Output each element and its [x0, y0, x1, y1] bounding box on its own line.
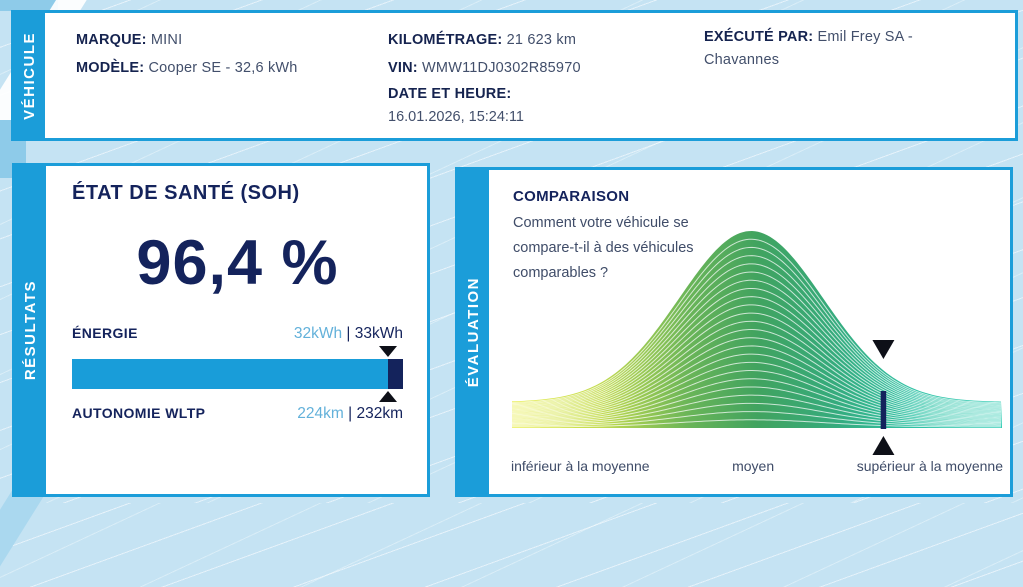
- field-vin-label: VIN:: [388, 60, 418, 76]
- field-kilometrage-value: 21 623 km: [506, 32, 577, 48]
- soh-title: ÉTAT DE SANTÉ (SOH): [72, 182, 300, 204]
- energy-bar-fill: [72, 359, 389, 389]
- vehicle-column-identity: MARQUE: MINI MODÈLE: Cooper SE - 32,6 kW…: [76, 26, 388, 138]
- chart-marker-up-icon: [872, 436, 895, 455]
- vehicle-card: VÉHICULE MARQUE: MINI MODÈLE: Cooper SE …: [11, 10, 1018, 141]
- field-execute-par: EXÉCUTÉ PAR: Emil Frey SA - Chavannes: [704, 26, 944, 72]
- vehicle-column-usage: KILOMÉTRAGE: 21 623 km VIN: WMW11DJ0302R…: [388, 26, 704, 138]
- field-modele-label: MODÈLE:: [76, 60, 145, 76]
- vehicle-position-tick: [880, 391, 887, 429]
- marker-up-icon: [379, 391, 398, 402]
- field-kilometrage: KILOMÉTRAGE: 21 623 km: [388, 26, 704, 54]
- field-datetime: DATE ET HEURE:: [388, 82, 704, 106]
- energy-values: 32kWh | 33kWh: [294, 325, 403, 343]
- field-marque-value: MINI: [150, 32, 183, 48]
- comparison-title: COMPARAISON: [513, 188, 630, 205]
- results-side-strip: RÉSULTATS: [15, 166, 46, 494]
- field-modele-value: Cooper SE - 32,6 kWh: [148, 60, 298, 76]
- range-values: 224km | 232km: [297, 405, 403, 423]
- vehicle-side-strip: VÉHICULE: [14, 13, 45, 138]
- field-datetime-value: 16.01.2026, 15:24:11: [388, 109, 524, 125]
- vehicle-side-label: VÉHICULE: [21, 31, 38, 120]
- corner-accent-top: [0, 0, 58, 11]
- field-kilometrage-label: KILOMÉTRAGE:: [388, 32, 503, 48]
- chart-x-labels: inférieur à la moyenne moyen supérieur à…: [511, 458, 1003, 474]
- x-label-average: moyen: [732, 458, 775, 474]
- field-execute-par-value: Emil Frey SA - Chavannes: [704, 29, 913, 68]
- results-card: RÉSULTATS ÉTAT DE SANTÉ (SOH) 96,4 % ÉNE…: [12, 163, 430, 497]
- range-separator: |: [343, 405, 357, 422]
- evaluation-side-label: ÉVALUATION: [465, 276, 482, 388]
- energy-label: ÉNERGIE: [72, 325, 138, 341]
- vehicle-card-body: MARQUE: MINI MODÈLE: Cooper SE - 32,6 kW…: [45, 13, 1015, 138]
- evaluation-side-strip: ÉVALUATION: [458, 170, 489, 494]
- range-current: 224km: [297, 405, 344, 422]
- evaluation-card: ÉVALUATION COMPARAISON Comment votre véh…: [455, 167, 1013, 497]
- energy-bar: [72, 346, 403, 402]
- range-total: 232km: [356, 405, 403, 422]
- x-label-below-average: inférieur à la moyenne: [511, 458, 650, 474]
- comparison-subtitle: Comment votre véhicule se compare-t-il à…: [513, 215, 694, 281]
- field-marque: MARQUE: MINI: [76, 26, 388, 54]
- energy-total: 33kWh: [354, 325, 403, 342]
- energy-bar-track: [72, 359, 403, 389]
- field-datetime-label: DATE ET HEURE:: [388, 86, 512, 102]
- marker-down-icon: [379, 346, 398, 357]
- field-execute-par-label: EXÉCUTÉ PAR:: [704, 29, 814, 45]
- x-label-above-average: supérieur à la moyenne: [856, 458, 1003, 474]
- results-side-label: RÉSULTATS: [22, 279, 39, 381]
- field-vin-value: WMW11DJ0302R85970: [422, 60, 581, 76]
- soh-value: 96,4 %: [136, 228, 339, 298]
- field-modele: MODÈLE: Cooper SE - 32,6 kWh: [76, 54, 388, 82]
- comparison-distribution-chart: [511, 231, 1002, 455]
- energy-row: ÉNERGIE 32kWh | 33kWh: [72, 325, 403, 343]
- energy-current: 32kWh: [293, 325, 343, 342]
- field-marque-label: MARQUE:: [76, 32, 147, 48]
- chart-marker-down-icon: [872, 340, 895, 359]
- field-vin: VIN: WMW11DJ0302R85970: [388, 54, 704, 82]
- results-card-body: ÉTAT DE SANTÉ (SOH) 96,4 % ÉNERGIE 32kWh…: [46, 166, 427, 494]
- range-row: AUTONOMIE WLTP 224km | 232km: [72, 405, 403, 423]
- range-label: AUTONOMIE WLTP: [72, 405, 206, 421]
- evaluation-card-body: COMPARAISON Comment votre véhicule se co…: [489, 170, 1010, 494]
- vehicle-column-operator: EXÉCUTÉ PAR: Emil Frey SA - Chavannes: [704, 26, 944, 138]
- energy-separator: |: [342, 325, 355, 342]
- bell-ridge-lines: [511, 238, 1002, 428]
